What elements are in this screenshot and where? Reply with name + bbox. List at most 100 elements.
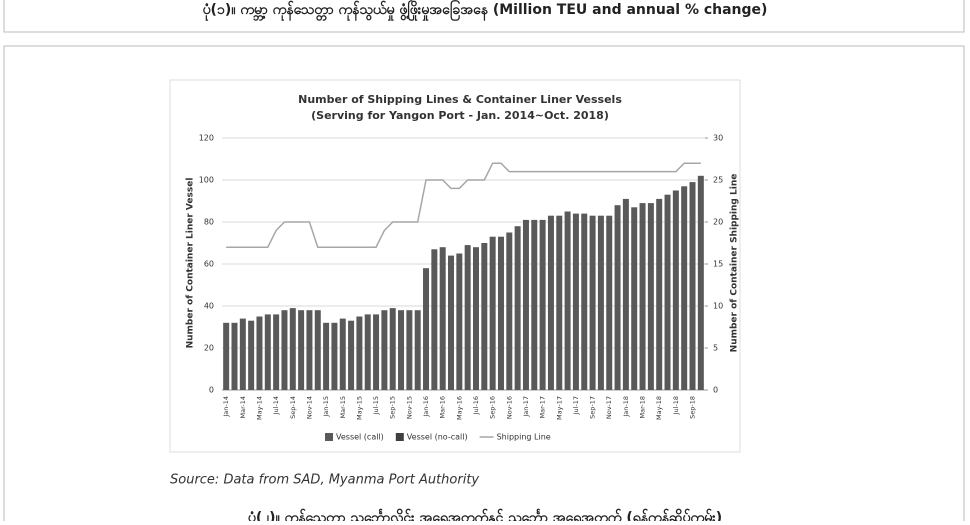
y-tick-label: 0 — [209, 386, 214, 395]
y2-tick-label: 0 — [713, 386, 718, 395]
bar — [348, 320, 355, 390]
bar — [681, 186, 688, 390]
bar — [439, 247, 446, 390]
x-tick-label: Jan-16 — [422, 396, 430, 418]
x-tick-label: Jan-18 — [622, 396, 630, 418]
bar — [373, 314, 380, 390]
y2-tick-label: 10 — [713, 302, 723, 311]
x-tick-label: May-14 — [255, 396, 263, 420]
bar — [631, 207, 638, 390]
chart-title: Number of Shipping Lines & Container Lin… — [298, 93, 622, 106]
line — [226, 162, 701, 248]
bar — [564, 211, 571, 390]
x-tick-label: Nov-14 — [305, 396, 313, 419]
x-tick-label: Jan-17 — [522, 396, 530, 418]
x-tick-label: Nov-16 — [505, 396, 513, 419]
chart-subtitle: (Serving for Yangon Port - Jan. 2014~Oct… — [311, 109, 609, 122]
bar — [364, 314, 371, 390]
bar — [472, 247, 479, 390]
bar — [331, 322, 338, 390]
bar — [314, 310, 321, 390]
bar — [531, 219, 538, 390]
x-tick-label: May-18 — [655, 396, 663, 420]
legend-label: Vessel (no-call) — [407, 433, 468, 442]
bar — [572, 213, 579, 390]
bar — [406, 310, 413, 390]
legend-swatch — [395, 433, 404, 441]
x-tick-label: Mar-17 — [539, 396, 547, 418]
bar — [239, 318, 246, 390]
y2-tick-label: 20 — [713, 218, 723, 227]
x-tick-label: Sep-18 — [689, 396, 697, 419]
bar — [448, 255, 455, 390]
bar — [697, 175, 704, 390]
legend-swatch — [325, 433, 333, 441]
footer-caption: ပုံ(၂)။ ကုန်သေတ္တာ သင်္ဘောလိုင်း အရေအတွက… — [248, 509, 722, 521]
bar — [547, 215, 554, 390]
y-tick-label: 60 — [204, 260, 214, 269]
bar — [306, 310, 313, 390]
bar — [581, 213, 588, 390]
bar — [398, 310, 405, 390]
bar — [614, 205, 621, 390]
legend-label: Shipping Line — [497, 433, 551, 442]
bar — [689, 182, 696, 390]
x-tick-label: Sep-16 — [489, 396, 497, 419]
bar — [381, 310, 388, 390]
bar — [597, 215, 604, 390]
x-tick-label: May-16 — [455, 396, 463, 420]
bar — [414, 310, 421, 390]
bar — [323, 322, 330, 390]
bar — [489, 236, 496, 390]
bar — [223, 322, 230, 390]
x-tick-label: Mar-14 — [239, 396, 247, 418]
y-tick-label: 20 — [204, 344, 214, 353]
bar — [464, 245, 471, 390]
x-tick-label: Jul-17 — [572, 396, 580, 415]
top-box — [3, 0, 965, 33]
x-tick-label: Sep-17 — [589, 396, 597, 419]
x-tick-label: Jul-18 — [672, 396, 680, 415]
bar — [289, 308, 296, 390]
bar — [539, 219, 546, 390]
x-tick-label: Jul-15 — [372, 396, 380, 415]
y-tick-label: 120 — [199, 134, 214, 143]
bar — [481, 243, 488, 390]
y2-tick-label: 15 — [713, 260, 723, 269]
bar — [298, 310, 305, 390]
bar — [356, 316, 363, 390]
x-tick-label: Jan-15 — [322, 396, 330, 418]
y2-tick-label: 25 — [713, 176, 723, 185]
bar — [506, 232, 513, 390]
bar — [431, 249, 438, 390]
header-caption: ပုံ(၁)။ ကမ္ဘာ့ ကုန်သေတ္တာ ကုန်သွယ်မှု ဖွ… — [203, 0, 768, 21]
x-tick-label: Nov-15 — [405, 396, 413, 419]
bar — [231, 322, 238, 390]
y-tick-label: 80 — [204, 218, 214, 227]
bar — [522, 219, 529, 390]
x-tick-label: Mar-18 — [639, 396, 647, 418]
y-axis-label: Number of Container Liner Vessel — [186, 178, 196, 349]
bar — [497, 236, 504, 390]
source-note: Source: Data from SAD, Myanma Port Autho… — [170, 473, 479, 488]
y-tick-label: 100 — [199, 176, 214, 185]
y2-axis-label: Number of Container Shipping Line — [730, 174, 740, 353]
bar — [423, 268, 430, 390]
y-tick-label: 40 — [204, 302, 214, 311]
bar — [556, 215, 563, 390]
bar — [606, 215, 613, 390]
bar — [339, 318, 346, 390]
x-tick-label: Jul-14 — [272, 396, 280, 415]
bar — [656, 198, 663, 390]
legend-label: Vessel (call) — [336, 433, 384, 442]
bar — [589, 215, 596, 390]
x-tick-label: Jan-14 — [222, 396, 230, 418]
bar — [456, 253, 463, 390]
bar — [622, 198, 629, 390]
bar — [639, 203, 646, 390]
bar — [389, 308, 396, 390]
bar — [264, 314, 271, 390]
bar — [514, 226, 521, 390]
x-tick-label: Jul-16 — [472, 396, 480, 415]
